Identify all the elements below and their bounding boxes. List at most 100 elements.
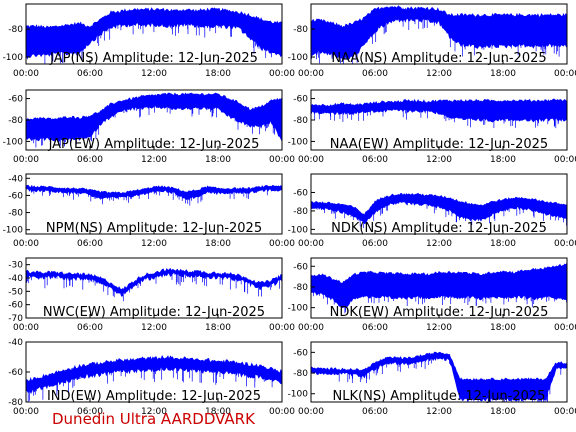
amplitude-trace-spikes xyxy=(27,9,272,64)
x-tick-label: 18:00 xyxy=(205,323,231,333)
y-tick-label: -100 xyxy=(288,137,309,147)
x-tick-label: 12:00 xyxy=(426,407,452,417)
panel-2: -80 -100 00:00 06:00 12:00 18:00 00:00 NAA(NS) … xyxy=(288,3,576,79)
y-tick-label: -100 xyxy=(288,390,309,400)
amplitude-trace-band xyxy=(26,184,282,201)
y-tick-label: -50 xyxy=(8,287,23,297)
x-tick-label: 00:00 xyxy=(269,155,295,165)
x-tick-label: 00:00 xyxy=(269,407,295,417)
panel-title: NAA(NS) Amplitude: 12-Jun-2025 xyxy=(331,51,546,66)
panel-title: NDK(NS) Amplitude: 12-Jun-2025 xyxy=(331,221,547,236)
y-tick-label: -30 xyxy=(8,261,23,271)
x-tick-label: 12:00 xyxy=(141,407,167,417)
panel-10: -60 -80 -100 00:00 06:00 12:00 18:00 00:00 NLK(N… xyxy=(288,341,576,417)
y-tick-label: -80 xyxy=(293,207,308,217)
y-tick-label: -60 xyxy=(8,191,23,201)
panel-8: -60 -80 -100 00:00 06:00 12:00 18:00 00:00 NDK(E… xyxy=(288,257,576,333)
amplitude-trace-band xyxy=(311,98,567,123)
panel-title: NAA(EW) Amplitude: 12-Jun-2025 xyxy=(330,137,548,152)
x-tick-label: 18:00 xyxy=(490,239,516,249)
amplitude-trace-spikes xyxy=(33,94,276,149)
amplitude-trace-spikes xyxy=(313,264,567,314)
x-tick-label: 06:00 xyxy=(77,155,103,165)
x-tick-label: 06:00 xyxy=(77,407,103,417)
y-tick-label: -70 xyxy=(8,314,23,324)
panel-4: -60 -80 -100 00:00 06:00 12:00 18:00 00:00 NAA(E… xyxy=(288,89,576,165)
amplitude-trace-spikes xyxy=(311,6,560,64)
amplitude-trace-band xyxy=(26,267,282,297)
panel-5: -40 -60 -80 -100 00:00 06:00 12:00 18:00 00:00 NP… xyxy=(3,173,295,249)
x-tick-label: 00:00 xyxy=(298,407,324,417)
x-tick-label: 12:00 xyxy=(426,69,452,79)
y-tick-label: -100 xyxy=(3,137,24,147)
x-tick-label: 12:00 xyxy=(141,69,167,79)
y-tick-label: -60 xyxy=(293,348,308,358)
x-tick-label: 00:00 xyxy=(13,239,39,249)
y-tick-label: -80 xyxy=(293,369,308,379)
x-tick-label: 00:00 xyxy=(554,407,576,417)
y-tick-label: -80 xyxy=(8,209,23,219)
y-tick-label: -40 xyxy=(8,174,23,184)
y-tick-label: -80 xyxy=(293,283,308,293)
y-tick-label: -80 xyxy=(293,25,308,35)
y-tick-label: -100 xyxy=(288,225,309,235)
y-tick-label: -60 xyxy=(293,262,308,272)
x-tick-label: 00:00 xyxy=(554,155,576,165)
x-tick-label: 12:00 xyxy=(141,323,167,333)
x-tick-label: 00:00 xyxy=(298,323,324,333)
panel-6: -60 -80 -100 00:00 06:00 12:00 18:00 00:00 NDK(N… xyxy=(288,173,576,249)
x-tick-label: 18:00 xyxy=(490,69,516,79)
x-tick-label: 00:00 xyxy=(13,69,39,79)
amplitude-trace-spikes xyxy=(331,353,562,402)
y-tick-label: -40 xyxy=(8,338,23,348)
x-tick-label: 00:00 xyxy=(298,239,324,249)
amplitude-trace-band xyxy=(26,354,282,394)
x-tick-label: 18:00 xyxy=(490,407,516,417)
amplitude-trace-band xyxy=(311,5,567,61)
y-tick-label: -60 xyxy=(293,95,308,105)
y-tick-label: -80 xyxy=(8,116,23,126)
x-tick-label: 12:00 xyxy=(141,239,167,249)
x-tick-label: 18:00 xyxy=(205,155,231,165)
x-tick-label: 12:00 xyxy=(141,155,167,165)
amplitude-trace-spikes xyxy=(311,194,567,228)
y-tick-label: -60 xyxy=(8,368,23,378)
x-tick-label: 18:00 xyxy=(205,407,231,417)
x-tick-label: 00:00 xyxy=(269,323,295,333)
x-tick-label: 00:00 xyxy=(298,155,324,165)
y-tick-label: -100 xyxy=(288,304,309,314)
amplitude-trace-spikes xyxy=(27,357,273,402)
amplitude-trace-band xyxy=(26,7,282,59)
panel-title: IND(EW) Amplitude: 12-Jun-2025 xyxy=(47,389,261,404)
x-tick-label: 00:00 xyxy=(554,323,576,333)
y-tick-label: -60 xyxy=(293,188,308,198)
x-tick-label: 00:00 xyxy=(554,239,576,249)
footer-label: Dunedin Ultra AARDDVARK xyxy=(52,410,256,428)
panel-title: NDK(EW) Amplitude: 12-Jun-2025 xyxy=(330,305,549,320)
x-tick-label: 06:00 xyxy=(362,69,388,79)
amplitude-trace-band xyxy=(311,192,567,225)
x-tick-label: 06:00 xyxy=(362,407,388,417)
x-tick-label: 06:00 xyxy=(362,323,388,333)
panel-title: NLK(NS) Amplitude: 12-Jun-2025 xyxy=(333,389,546,404)
x-tick-label: 06:00 xyxy=(77,239,103,249)
y-tick-label: -100 xyxy=(3,53,24,63)
y-tick-label: -100 xyxy=(3,226,24,236)
y-tick-label: -80 xyxy=(293,116,308,126)
x-tick-label: 06:00 xyxy=(362,155,388,165)
amplitude-trace-band xyxy=(311,351,567,402)
x-tick-label: 00:00 xyxy=(269,239,295,249)
y-tick-label: -60 xyxy=(8,301,23,311)
x-tick-label: 12:00 xyxy=(426,323,452,333)
amplitude-trace-band xyxy=(26,92,282,143)
y-tick-label: -60 xyxy=(8,95,23,105)
x-tick-label: 00:00 xyxy=(13,155,39,165)
x-tick-label: 00:00 xyxy=(13,407,39,417)
x-tick-label: 00:00 xyxy=(554,69,576,79)
x-tick-label: 00:00 xyxy=(13,323,39,333)
x-tick-label: 06:00 xyxy=(362,239,388,249)
x-tick-label: 12:00 xyxy=(426,155,452,165)
amplitude-trace-spikes xyxy=(314,99,565,129)
